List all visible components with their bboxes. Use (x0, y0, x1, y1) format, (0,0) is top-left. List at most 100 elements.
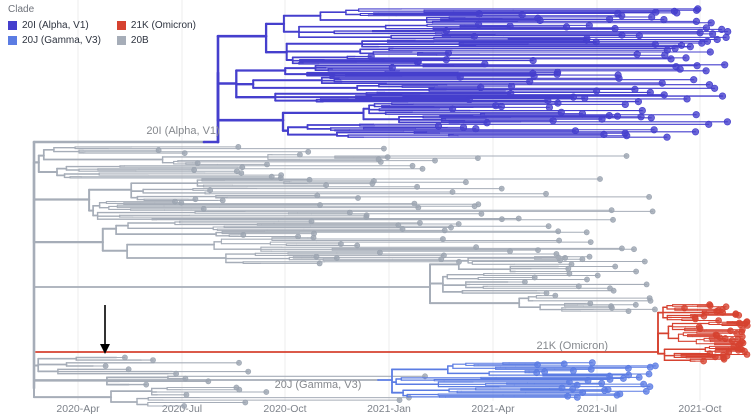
tree-tip[interactable] (618, 31, 626, 39)
tree-tip[interactable] (219, 197, 226, 204)
tree-tip[interactable] (522, 279, 528, 285)
tree-tip[interactable] (465, 96, 473, 104)
tree-tip[interactable] (588, 359, 596, 367)
tree-tip[interactable] (432, 157, 438, 164)
tree-tip[interactable] (395, 222, 402, 228)
tree-tip[interactable] (441, 227, 448, 234)
tree-tip[interactable] (317, 202, 323, 208)
tree-tip[interactable] (264, 161, 270, 168)
tree-tip[interactable] (667, 55, 675, 63)
tree-tip[interactable] (396, 397, 403, 403)
tree-tip[interactable] (618, 12, 626, 20)
tree-tip[interactable] (692, 315, 699, 323)
tree-tip[interactable] (545, 103, 554, 111)
tree-tip[interactable] (620, 375, 627, 382)
tree-tip[interactable] (439, 236, 446, 242)
tree-tip[interactable] (565, 265, 572, 272)
tree-tip[interactable] (578, 109, 587, 118)
tree-tip[interactable] (238, 170, 245, 176)
tree-tip[interactable] (444, 49, 453, 57)
tree-tip[interactable] (608, 207, 615, 214)
tree-tip[interactable] (570, 367, 577, 375)
tree-tip[interactable] (545, 223, 552, 230)
tree-tip[interactable] (533, 369, 541, 377)
tree-tip[interactable] (242, 399, 249, 406)
tree-tip[interactable] (470, 32, 478, 40)
tree-tip[interactable] (727, 327, 734, 335)
tree-tip[interactable] (610, 216, 616, 223)
tree-tip[interactable] (692, 6, 701, 14)
tree-tip[interactable] (641, 258, 648, 265)
tree-tip[interactable] (498, 185, 505, 192)
tree-tip[interactable] (438, 256, 445, 263)
tree-tip[interactable] (631, 85, 639, 93)
tree-tip[interactable] (556, 237, 562, 244)
tree-tip[interactable] (316, 260, 323, 267)
tree-tip[interactable] (647, 114, 655, 122)
tree-tip[interactable] (692, 17, 701, 26)
tree-tip[interactable] (333, 255, 340, 261)
tree-tip[interactable] (677, 41, 686, 49)
tree-tip[interactable] (645, 370, 653, 378)
tree-tip[interactable] (543, 190, 549, 197)
tree-tip[interactable] (584, 276, 590, 283)
tree-tip[interactable] (601, 386, 608, 394)
tree-tip[interactable] (632, 301, 639, 308)
tree-tip[interactable] (676, 65, 684, 73)
tree-tip[interactable] (592, 87, 601, 95)
tree-tip[interactable] (642, 387, 650, 395)
tree-tip[interactable] (743, 322, 751, 329)
tree-tip[interactable] (474, 155, 481, 161)
tree-tip[interactable] (414, 59, 422, 67)
tree-tip[interactable] (646, 88, 654, 96)
tree-tip[interactable] (367, 52, 375, 61)
tree-tip[interactable] (582, 36, 591, 44)
tree-tip[interactable] (663, 133, 671, 141)
tree-tip[interactable] (660, 16, 668, 24)
tree-tip[interactable] (478, 210, 485, 217)
tree-tip[interactable] (475, 20, 483, 28)
tree-tip[interactable] (661, 51, 669, 59)
tree-tip[interactable] (181, 150, 188, 156)
tree-tip[interactable] (192, 196, 199, 203)
tree-tip[interactable] (700, 357, 707, 365)
tree-tip[interactable] (707, 19, 715, 27)
tree-tip[interactable] (549, 117, 557, 125)
tree-tip[interactable] (598, 379, 606, 387)
tree-tip[interactable] (583, 229, 590, 236)
tree-tip[interactable] (554, 99, 562, 107)
clade-20B-mid[interactable] (429, 253, 658, 314)
tree-tip[interactable] (308, 218, 315, 225)
tree-tip[interactable] (691, 128, 700, 136)
tree-tip[interactable] (573, 381, 581, 389)
tree-tip[interactable] (566, 378, 573, 386)
tree-tip[interactable] (449, 189, 456, 195)
tree-tip[interactable] (526, 77, 534, 86)
tree-tip[interactable] (557, 108, 565, 116)
tree-tip[interactable] (536, 16, 544, 25)
tree-tip[interactable] (560, 360, 568, 368)
tree-tip[interactable] (497, 102, 506, 111)
tree-tip[interactable] (459, 123, 468, 131)
tree-tip[interactable] (515, 215, 522, 222)
tree-tip[interactable] (125, 366, 132, 373)
tree-tip[interactable] (529, 56, 537, 65)
tree-tip[interactable] (296, 151, 303, 158)
tree-tip[interactable] (643, 281, 650, 288)
tree-tip[interactable] (194, 160, 201, 166)
tree-tip[interactable] (399, 226, 406, 232)
tree-tip[interactable] (631, 246, 637, 253)
tree-tip[interactable] (534, 361, 541, 369)
tree-tip[interactable] (719, 309, 727, 316)
tree-tip[interactable] (693, 62, 701, 70)
tree-tip[interactable] (702, 24, 711, 32)
tree-tip[interactable] (743, 351, 751, 358)
tree-tip[interactable] (606, 376, 614, 383)
tree-tip[interactable] (541, 368, 548, 376)
tree-tip[interactable] (597, 176, 603, 182)
tree-tip[interactable] (544, 96, 552, 105)
tree-tip[interactable] (498, 216, 505, 223)
tree-tip[interactable] (633, 268, 639, 275)
tree-tip[interactable] (710, 84, 719, 92)
tree-tip[interactable] (625, 364, 632, 372)
